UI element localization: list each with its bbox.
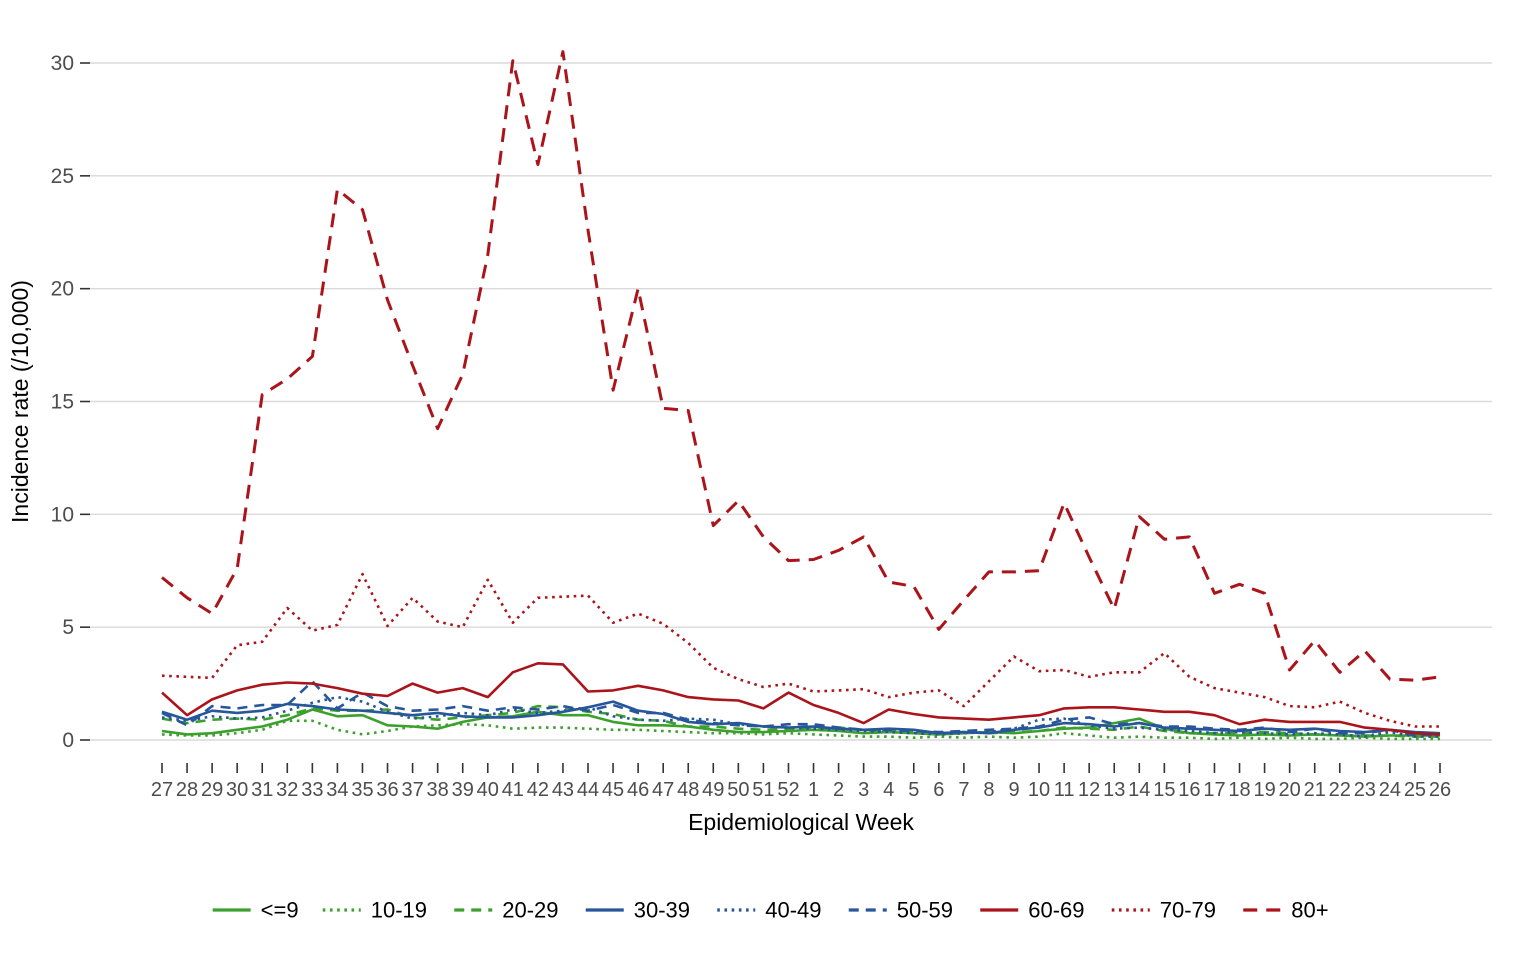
x-tick-label: 23 [1354,779,1376,801]
x-tick-label: 32 [276,779,298,801]
legend-item-30-39: 30-39 [585,898,690,923]
x-tick-label: 18 [1228,779,1250,801]
x-tick-label: 15 [1153,779,1175,801]
x-tick-label: 48 [677,779,699,801]
x-tick-label: 51 [752,779,774,801]
x-tick-label: 29 [201,779,223,801]
legend-item-60-69: 60-69 [980,898,1085,923]
legend-label-30-39: 30-39 [634,898,690,923]
x-tick-label: 38 [427,779,449,801]
x-tick-label: 50 [727,779,749,801]
x-tick-label: 12 [1078,779,1100,801]
x-tick-label: 3 [858,779,869,801]
y-axis-title: Incidence rate (/10,000) [7,280,33,523]
x-tick-label: 1 [808,779,819,801]
x-tick-label: 21 [1304,779,1326,801]
legend-item-80+: 80+ [1243,898,1329,923]
x-tick-label: 24 [1379,779,1401,801]
x-tick-label: 8 [983,779,994,801]
series-line-80+ [161,50,1441,682]
x-tick-label: 10 [1028,779,1050,801]
legend-label-80+: 80+ [1291,898,1328,923]
legend-item-10-19: 10-19 [322,898,427,923]
y-tick-label: 15 [51,391,74,414]
x-tick-label: 42 [527,779,549,801]
series-line-50-59 [161,679,1441,737]
x-tick-label: 52 [777,779,799,801]
x-tick-label: 17 [1203,779,1225,801]
legend-label-10-19: 10-19 [371,898,427,923]
gridlines [90,62,1492,741]
x-tick-label: 13 [1103,779,1125,801]
series-line-70-79 [161,572,1440,728]
legend-label-40-49: 40-49 [765,898,821,923]
x-axis-title: Epidemiological Week [688,809,914,835]
y-tick-label: 30 [51,52,74,75]
y-tick-label: 10 [51,503,74,526]
x-tick-label: 45 [602,779,624,801]
x-tick-label: 9 [1008,779,1019,801]
x-tick-label: 33 [301,779,323,801]
legend-label-20-29: 20-29 [502,898,558,923]
x-tick-label: 49 [702,779,724,801]
x-tick-label: 41 [502,779,524,801]
x-tick-label: 20 [1279,779,1301,801]
x-tick-label: 34 [326,779,348,801]
y-tick-label: 0 [62,729,74,752]
x-tick-label: 7 [958,779,969,801]
legend-item-20-29: 20-29 [454,898,559,923]
legend-label-<=9: <=9 [261,898,299,923]
legend-item-40-49: 40-49 [717,898,822,923]
x-tick-label: 27 [151,779,173,801]
x-tick-label: 28 [176,779,198,801]
y-tick-label: 25 [51,165,74,188]
x-tick-label: 30 [226,779,248,801]
x-tick-label: 2 [833,779,844,801]
x-tick-label: 46 [627,779,649,801]
legend-label-50-59: 50-59 [897,898,953,923]
x-tick-label: 47 [652,779,674,801]
series-line-10-19 [161,719,1440,741]
series-line-20-29 [161,704,1440,738]
series-line-60-69 [161,661,1441,736]
legend: <=9 10-19 20-29 30-39 40-49 50-59 60-69 70-79 80… [212,898,1329,923]
legend-item-<=9: <=9 [212,898,299,923]
x-tick-label: 22 [1329,779,1351,801]
legend-item-70-79: 70-79 [1111,898,1216,923]
x-tick-label: 35 [351,779,373,801]
series-line-<=9 [161,708,1440,738]
x-tick-label: 5 [908,779,919,801]
x-tick-label: 14 [1128,779,1150,801]
x-tick-label: 36 [376,779,398,801]
x-tick-label: 16 [1178,779,1200,801]
legend-label-60-69: 60-69 [1028,898,1084,923]
y-tick-label: 5 [62,616,74,639]
x-tick-label: 26 [1429,779,1451,801]
x-tick-label: 11 [1054,779,1075,801]
x-tick-label: 6 [933,779,944,801]
x-tick-label: 19 [1253,779,1275,801]
series-line-40-49 [161,695,1440,738]
x-tick-label: 39 [452,779,474,801]
legend-item-50-59: 50-59 [848,898,953,923]
series-lines [161,50,1441,741]
x-tick-label: 44 [577,779,599,801]
legend-label-70-79: 70-79 [1160,898,1216,923]
x-tick-label: 40 [477,779,499,801]
x-tick-label: 4 [883,779,894,801]
x-tick-label: 25 [1404,779,1426,801]
y-tick-label: 20 [51,278,74,301]
x-tick-label: 31 [251,779,273,801]
x-tick-label: 37 [401,779,423,801]
x-tick-label: 43 [552,779,574,801]
